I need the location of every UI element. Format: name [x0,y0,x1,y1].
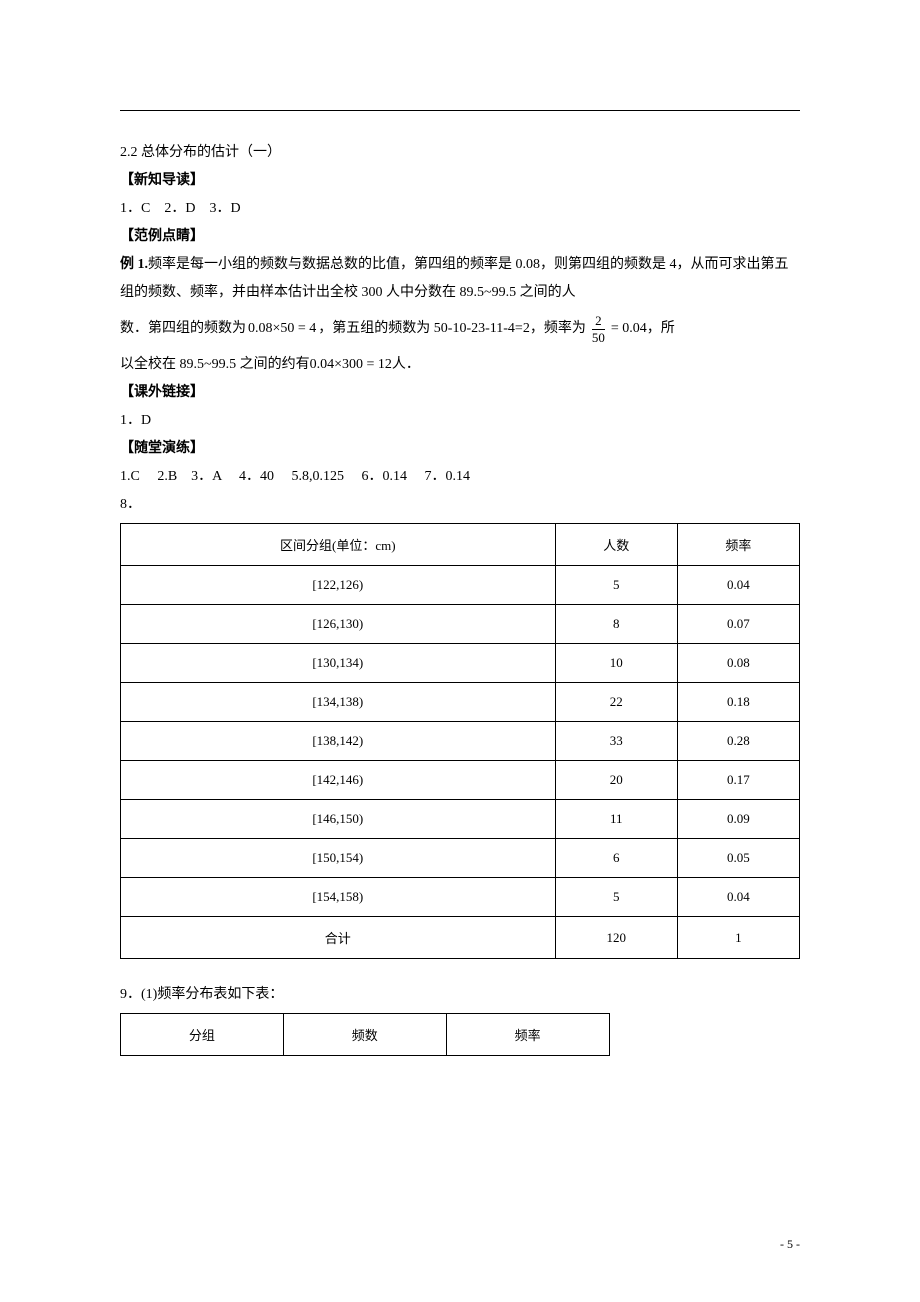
fanli-ex1-p3: 以全校在 89.5~99.5 之间的约有0.04×300 = 12人． [120,351,800,379]
table-cell: [150,154) [121,839,556,878]
ex1-f1: 0.08×50 = 4 [248,318,316,340]
table-cell: 5 [555,566,677,605]
ex1-p3b: 人． [392,357,420,372]
ex1-p2a: 数．第四组的频数为 [120,318,246,340]
table-cell: 0.17 [677,761,799,800]
table-cell: 10 [555,644,677,683]
table-cell: 0.28 [677,722,799,761]
page: 2.2 总体分布的估计（一） 【新知导读】 1．C 2．D 3．D 【范例点睛】… [0,0,920,1302]
q8-label: 8． [120,491,800,519]
table-cell: 20 [555,761,677,800]
col-header: 频率 [446,1014,609,1056]
table-cell: 1 [677,917,799,959]
table-cell: [138,142) [121,722,556,761]
table-cell: 0.07 [677,605,799,644]
table-row: [122,126)50.04 [121,566,800,605]
table-cell: [142,146) [121,761,556,800]
ex1-f2: 0.04×300 = 12 [310,357,392,372]
table-cell: 0.04 [677,878,799,917]
table-cell: 120 [555,917,677,959]
table-cell: 0.08 [677,644,799,683]
ex1-eq: = 0.04 [611,318,647,340]
table-cell: [146,150) [121,800,556,839]
kewai-answers: 1．D [120,407,800,435]
table-row: [142,146)200.17 [121,761,800,800]
table-cell: 0.18 [677,683,799,722]
table-row: [150,154)60.05 [121,839,800,878]
table-cell: 11 [555,800,677,839]
table-row: [134,138)220.18 [121,683,800,722]
page-number: - 5 - [780,1237,800,1252]
table-cell: 8 [555,605,677,644]
table-cell: [126,130) [121,605,556,644]
ex1-p2c: ，所 [647,318,675,340]
table-row: 分组 频数 频率 [121,1014,610,1056]
ex1-p3a: 以全校在 89.5~99.5 之间的约有 [120,357,310,372]
col-header: 频率 [677,524,799,566]
fanli-ex1-p1: 例 1.频率是每一小组的频数与数据总数的比值，第四组的频率是 0.08，则第四组… [120,251,800,307]
table-cell: 33 [555,722,677,761]
table-cell: [130,134) [121,644,556,683]
table-cell: 合计 [121,917,556,959]
fraction-icon: 2 50 [589,313,608,345]
frac-den: 50 [589,330,608,346]
kewai-title: 【课外链接】 [120,379,800,407]
frac-num: 2 [592,313,605,330]
table-cell: [154,158) [121,878,556,917]
top-rule [120,110,800,111]
table-row: [154,158)50.04 [121,878,800,917]
table-cell: 0.04 [677,566,799,605]
ex1-p2b: ，第五组的频数为 50-10-23-11-4=2，频率为 [318,318,586,340]
table-cell: 22 [555,683,677,722]
ex1-text1: 频率是每一小组的频数与数据总数的比值，第四组的频率是 0.08，则第四组的频数是… [120,257,789,300]
suitang-answers: 1.C 2.B 3．A 4．40 5.8,0.125 6．0.14 7．0.14 [120,463,800,491]
xinzhi-title: 【新知导读】 [120,167,800,195]
frequency-table-1: 区间分组(单位：cm) 人数 频率 [122,126)50.04[126,130… [120,523,800,959]
table-row: 合计1201 [121,917,800,959]
table-cell: 5 [555,878,677,917]
suitang-title: 【随堂演练】 [120,435,800,463]
table-row: [126,130)80.07 [121,605,800,644]
ex1-label: 例 1. [120,257,148,272]
frequency-table-2: 分组 频数 频率 [120,1013,610,1056]
table-row: [130,134)100.08 [121,644,800,683]
col-header: 分组 [121,1014,284,1056]
table-cell: 6 [555,839,677,878]
section-heading: 2.2 总体分布的估计（一） [120,139,800,167]
table-row: [138,142)330.28 [121,722,800,761]
fanli-ex1-p2: 数．第四组的频数为 0.08×50 = 4 ，第五组的频数为 50-10-23-… [120,313,800,345]
table-cell: 0.09 [677,800,799,839]
table-cell: [134,138) [121,683,556,722]
col-header: 人数 [555,524,677,566]
q9-label: 9．(1)频率分布表如下表： [120,981,800,1009]
table-row: [146,150)110.09 [121,800,800,839]
table-cell: [122,126) [121,566,556,605]
fanli-title: 【范例点睛】 [120,223,800,251]
xinzhi-answers: 1．C 2．D 3．D [120,195,800,223]
table-cell: 0.05 [677,839,799,878]
col-header: 频数 [283,1014,446,1056]
table-row: 区间分组(单位：cm) 人数 频率 [121,524,800,566]
col-header: 区间分组(单位：cm) [121,524,556,566]
